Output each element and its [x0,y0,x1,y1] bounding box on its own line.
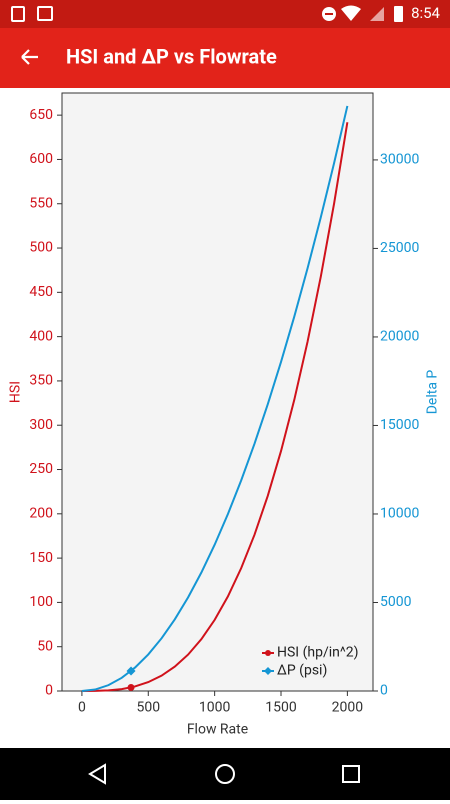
plot-area [61,92,374,692]
legend-label: HSI (hp/in^2) [277,645,358,661]
nav-back[interactable] [88,763,106,785]
y-tick-label: 200 [29,506,53,522]
series-marker [126,666,136,676]
y-tick-label: 600 [29,151,53,167]
x-tick-label: 0 [78,700,86,716]
y-tick-label: 350 [29,373,53,389]
y-tick-label: 150 [29,550,53,566]
status-bar [0,0,450,28]
x-tick-label: 500 [136,700,160,716]
legend-marker [264,667,272,675]
y-tick-label: 500 [29,240,53,256]
series-line [81,105,349,692]
y-tick-label: 550 [29,195,53,211]
y-tick-label: 450 [29,284,53,300]
nav-recents[interactable] [342,765,360,783]
back-button[interactable] [21,49,38,65]
x-tick-label: 1500 [265,700,297,716]
y-tick-label: 300 [29,417,53,433]
status-icons [11,5,403,22]
y2-tick-label: 10000 [380,506,419,522]
y2-tick-label: 15000 [380,417,419,433]
app-bar [0,28,450,88]
y2-tick-label: 0 [380,683,388,699]
y-axis-label: HSI [8,381,24,403]
nav-bar [0,748,450,800]
y2-tick-label: 30000 [380,152,419,168]
y2-tick-label: 5000 [380,594,412,610]
series-line [81,122,349,692]
y-tick-label: 100 [29,594,53,610]
x-tick-label: 2000 [332,700,364,716]
y2-tick-label: 25000 [380,240,419,256]
x-tick-label: 1000 [199,700,231,716]
series-marker [127,683,135,691]
legend-marker [265,650,271,656]
status-time: 8:54 [411,4,440,22]
y-tick-label: 650 [29,107,53,123]
x-axis-label: Flow Rate [187,722,248,738]
y2-axis-label: Delta P [425,370,441,415]
y-tick-label: 400 [29,328,53,344]
legend-label: ΔP (psi) [277,663,327,679]
y2-tick-label: 20000 [380,329,419,345]
y-tick-label: 50 [37,638,53,654]
nav-home[interactable] [215,764,235,784]
y-tick-label: 250 [29,461,53,477]
app-title: HSI and ΔP vs Flowrate [66,44,277,68]
y-tick-label: 0 [45,683,53,699]
chart: 0 500 1000 1500 2000050100150200250300350400… [8,92,441,738]
